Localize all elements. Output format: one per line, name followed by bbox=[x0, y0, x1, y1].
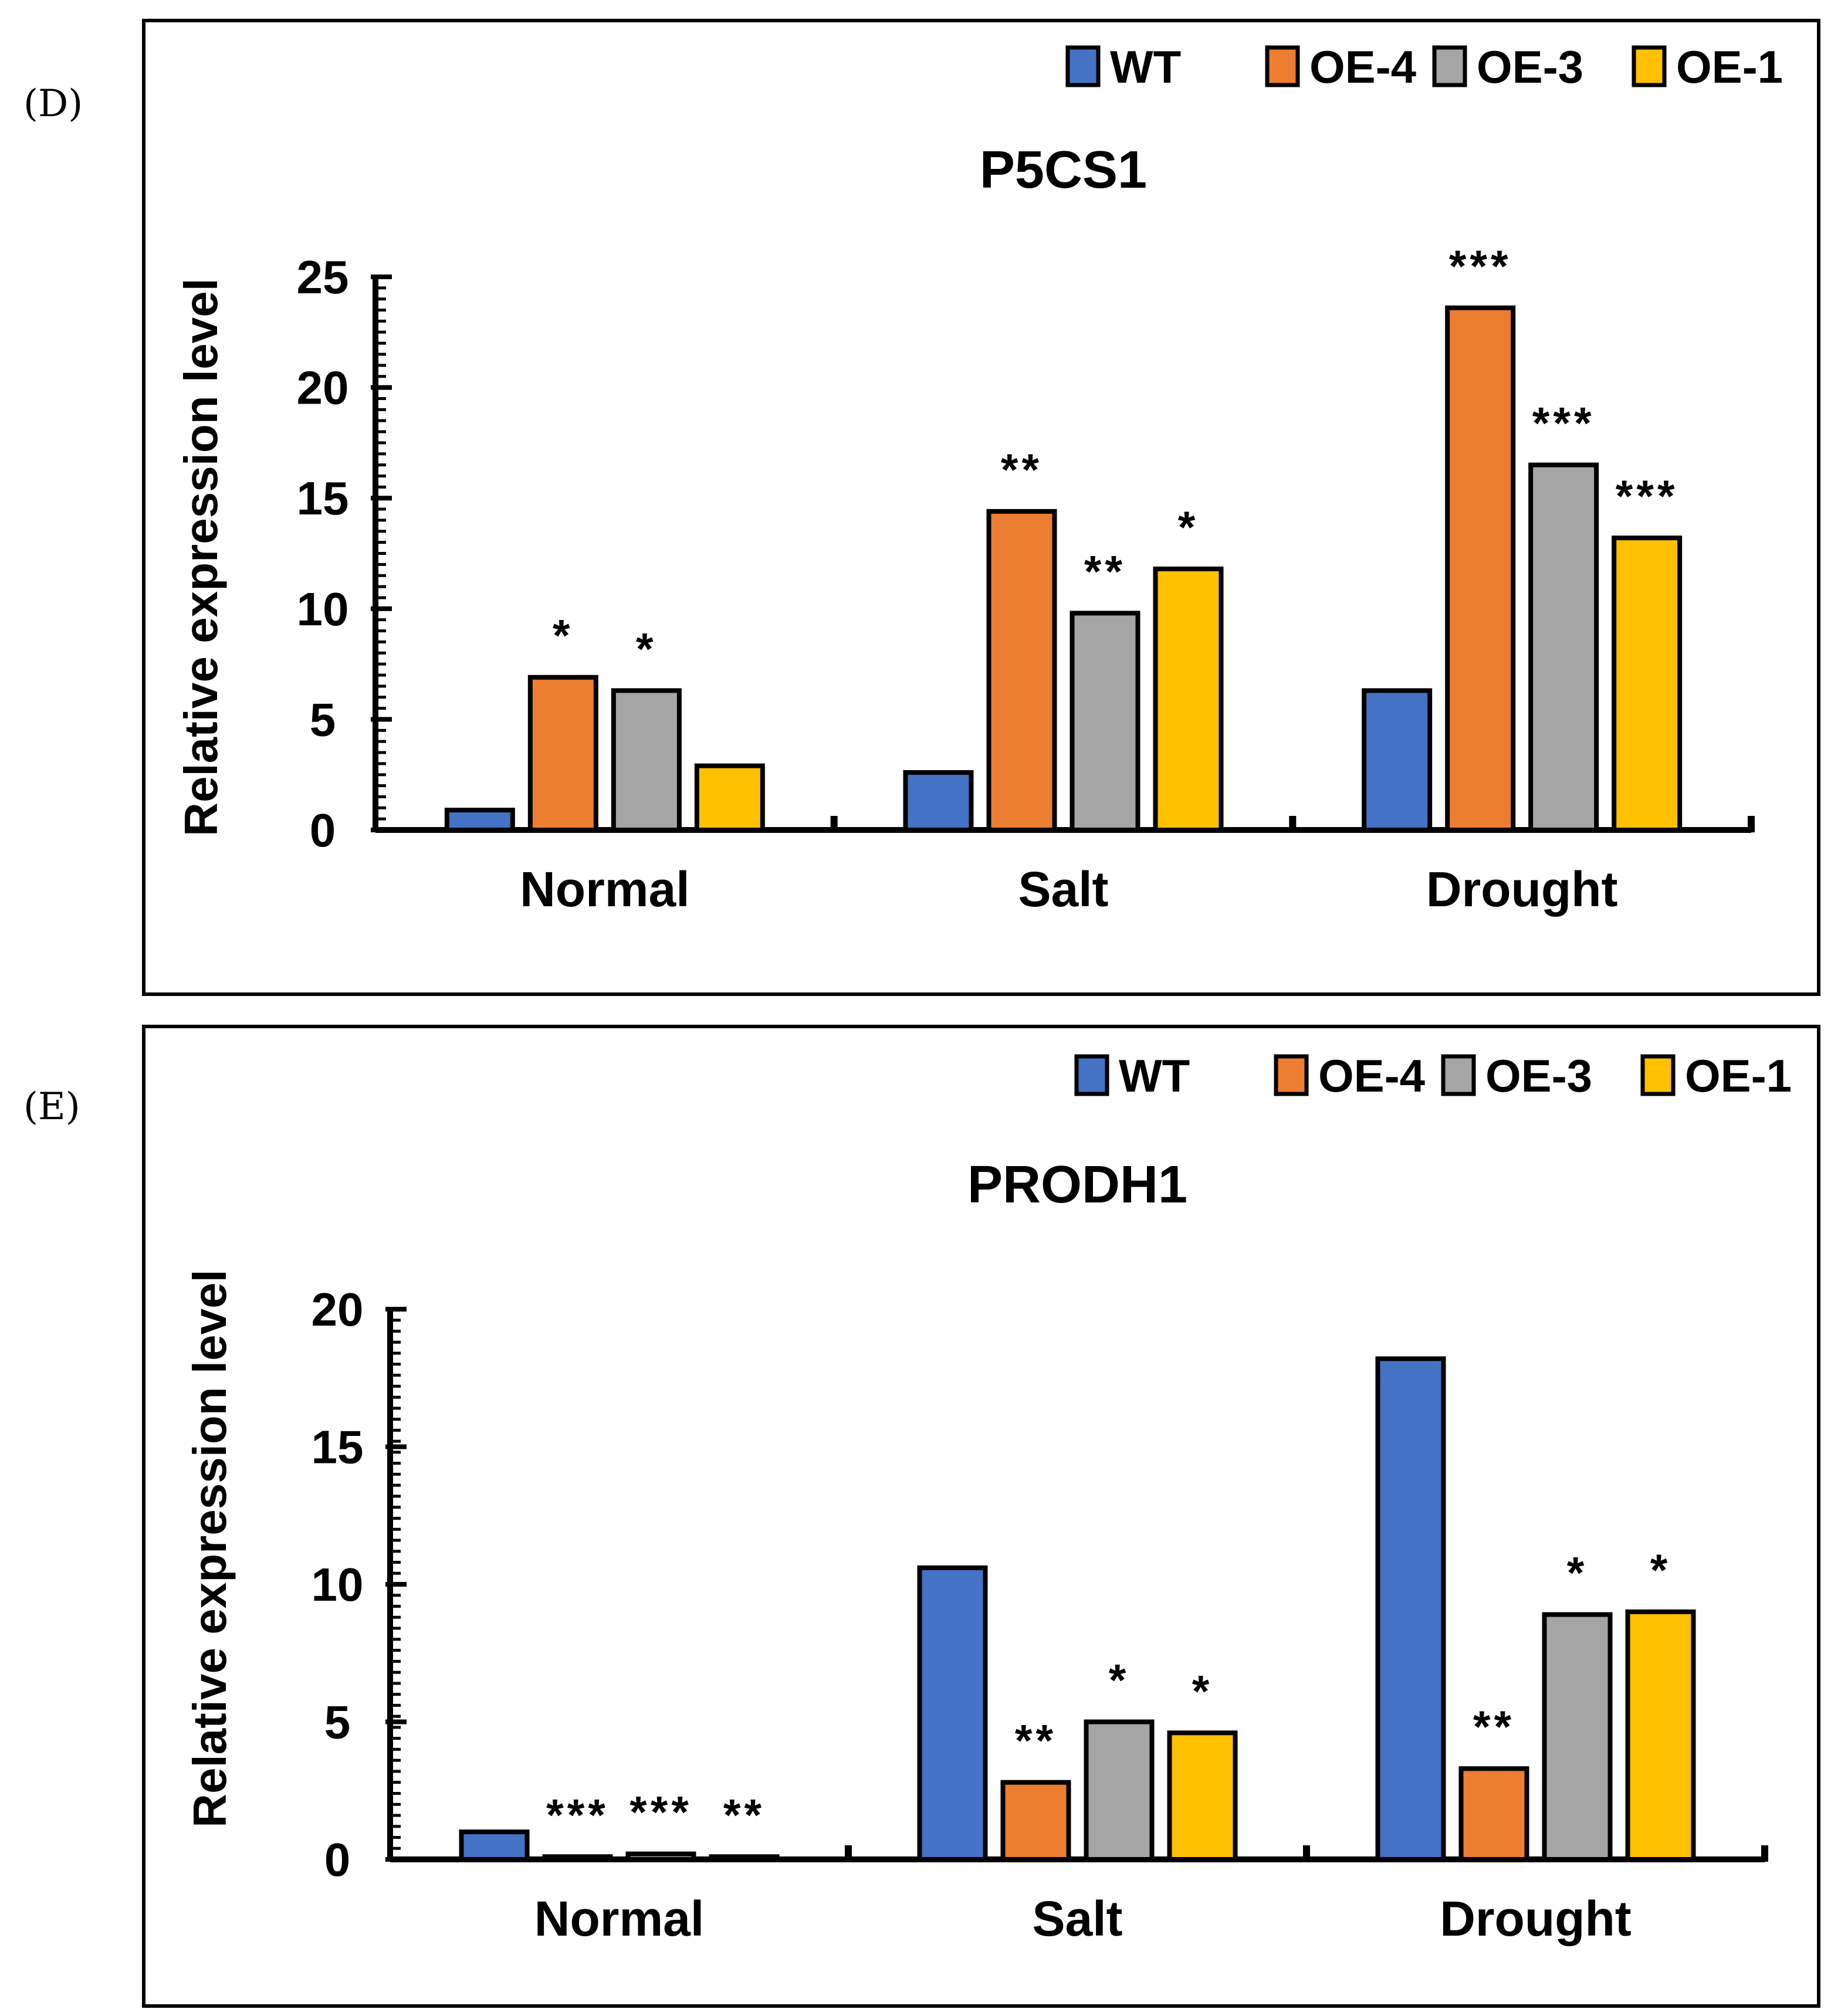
prodh1-bar-oe-3-drought bbox=[1542, 1612, 1613, 1862]
prodh1-legend-swatch-oe-3 bbox=[1441, 1054, 1476, 1096]
p5cs1-sig-label-oe-3-normal: * bbox=[636, 624, 657, 674]
prodh1-panel-frame bbox=[142, 1025, 1820, 2008]
p5cs1-bar-oe-3-normal bbox=[611, 688, 682, 833]
p5cs1-x-tick-label-drought: Drought bbox=[1426, 862, 1618, 917]
p5cs1-sig-label-oe-3-salt: ** bbox=[1084, 547, 1126, 597]
p5cs1-sig-label-oe-1-drought: *** bbox=[1616, 472, 1678, 521]
prodh1-sig-label-oe-3-drought: * bbox=[1567, 1549, 1588, 1598]
p5cs1-bar-oe-3-drought bbox=[1528, 462, 1599, 832]
p5cs1-bar-oe-1-normal bbox=[694, 763, 765, 833]
prodh1-x-tick-label-drought: Drought bbox=[1440, 1891, 1632, 1946]
prodh1-legend-label-oe-3: OE-3 bbox=[1485, 1050, 1592, 1102]
p5cs1-panel-frame bbox=[142, 19, 1820, 996]
p5cs1-legend-swatch-oe-4 bbox=[1265, 45, 1300, 87]
p5cs1-bar-oe-3-salt bbox=[1070, 611, 1140, 832]
prodh1-sig-label-oe-1-salt: * bbox=[1192, 1666, 1213, 1716]
prodh1-bar-wt-normal bbox=[459, 1829, 530, 1862]
prodh1-bar-oe-1-salt bbox=[1167, 1730, 1238, 1862]
p5cs1-legend-label-oe-4: OE-4 bbox=[1309, 41, 1416, 93]
prodh1-sig-label-oe-3-salt: * bbox=[1109, 1656, 1130, 1706]
p5cs1-legend-label-oe-3: OE-3 bbox=[1477, 41, 1583, 93]
prodh1-bar-oe-3-salt bbox=[1084, 1719, 1155, 1862]
p5cs1-legend-label-wt: WT bbox=[1110, 41, 1181, 93]
p5cs1-legend-swatch-oe-1 bbox=[1632, 45, 1667, 87]
prodh1-y-tick-label: 0 bbox=[324, 1834, 351, 1886]
prodh1-bar-wt-salt bbox=[917, 1565, 988, 1862]
prodh1-bar-oe-3-normal bbox=[625, 1851, 696, 1862]
p5cs1-bar-wt-salt bbox=[903, 770, 974, 832]
p5cs1-legend-swatch-oe-3 bbox=[1432, 45, 1467, 87]
p5cs1-y-tick-label: 0 bbox=[310, 804, 336, 856]
p5cs1-bar-oe-1-salt bbox=[1153, 566, 1224, 832]
prodh1-legend-swatch-oe-1 bbox=[1640, 1054, 1676, 1096]
prodh1-x-tick-label-normal: Normal bbox=[534, 1891, 704, 1946]
prodh1-legend-label-oe-1: OE-1 bbox=[1685, 1050, 1792, 1102]
p5cs1-y-tick-label: 25 bbox=[297, 251, 349, 303]
prodh1-legend-label-oe-4: OE-4 bbox=[1318, 1050, 1425, 1102]
prodh1-legend-swatch-oe-4 bbox=[1274, 1054, 1309, 1096]
prodh1-sig-label-oe-1-drought: * bbox=[1650, 1546, 1671, 1595]
p5cs1-bar-wt-drought bbox=[1362, 688, 1433, 833]
prodh1-y-axis-label: Relative expression level bbox=[184, 1269, 236, 1828]
prodh1-legend-swatch-wt bbox=[1074, 1054, 1109, 1096]
prodh1-x-tick-label-salt: Salt bbox=[1032, 1891, 1122, 1946]
p5cs1-bar-oe-4-drought bbox=[1445, 305, 1516, 832]
p5cs1-legend-swatch-wt bbox=[1065, 45, 1101, 87]
p5cs1-bar-oe-1-drought bbox=[1612, 536, 1683, 832]
panel-label-e: (E) bbox=[23, 1085, 80, 1129]
p5cs1-x-tick-label-salt: Salt bbox=[1018, 862, 1108, 917]
p5cs1-bar-wt-normal bbox=[444, 808, 515, 833]
prodh1-sig-label-oe-1-normal: ** bbox=[723, 1790, 765, 1840]
prodh1-sig-label-oe-4-drought: ** bbox=[1473, 1702, 1515, 1752]
prodh1-y-tick-label: 5 bbox=[324, 1696, 351, 1749]
prodh1-y-tick-label: 10 bbox=[312, 1558, 364, 1611]
p5cs1-y-tick-label: 20 bbox=[297, 362, 349, 414]
prodh1-y-tick-label: 15 bbox=[312, 1421, 364, 1473]
prodh1-sig-label-oe-3-normal: *** bbox=[629, 1788, 692, 1838]
p5cs1-bar-oe-4-salt bbox=[986, 509, 1057, 832]
prodh1-sig-label-oe-4-salt: ** bbox=[1015, 1716, 1057, 1766]
p5cs1-y-axis-label: Relative expression level bbox=[175, 278, 227, 836]
p5cs1-sig-label-oe-3-drought: *** bbox=[1532, 399, 1595, 449]
p5cs1-sig-label-oe-4-normal: * bbox=[553, 611, 574, 661]
p5cs1-chart-title: P5CS1 bbox=[980, 141, 1147, 199]
p5cs1-y-tick-label: 5 bbox=[310, 693, 336, 746]
prodh1-chart-title: PRODH1 bbox=[967, 1156, 1187, 1214]
p5cs1-sig-label-oe-1-salt: * bbox=[1178, 503, 1199, 553]
prodh1-bar-oe-4-drought bbox=[1458, 1766, 1529, 1862]
p5cs1-sig-label-oe-4-salt: ** bbox=[1001, 445, 1043, 495]
p5cs1-x-tick-label-normal: Normal bbox=[520, 862, 689, 917]
prodh1-legend-label-wt: WT bbox=[1119, 1050, 1190, 1102]
p5cs1-y-tick-label: 15 bbox=[297, 472, 349, 524]
prodh1-sig-label-oe-4-normal: *** bbox=[546, 1790, 609, 1840]
p5cs1-sig-label-oe-4-drought: *** bbox=[1449, 242, 1512, 292]
prodh1-bar-oe-1-drought bbox=[1625, 1609, 1696, 1862]
p5cs1-bar-oe-4-normal bbox=[527, 675, 598, 833]
panel-label-d: (D) bbox=[23, 82, 83, 126]
prodh1-bar-oe-1-normal bbox=[709, 1854, 780, 1862]
p5cs1-y-tick-label: 10 bbox=[297, 583, 349, 635]
prodh1-y-tick-label: 20 bbox=[312, 1283, 364, 1336]
prodh1-bar-oe-4-salt bbox=[1000, 1780, 1071, 1862]
prodh1-bar-wt-drought bbox=[1375, 1356, 1446, 1862]
prodh1-bar-oe-4-normal bbox=[542, 1854, 613, 1862]
p5cs1-legend-label-oe-1: OE-1 bbox=[1676, 41, 1783, 93]
